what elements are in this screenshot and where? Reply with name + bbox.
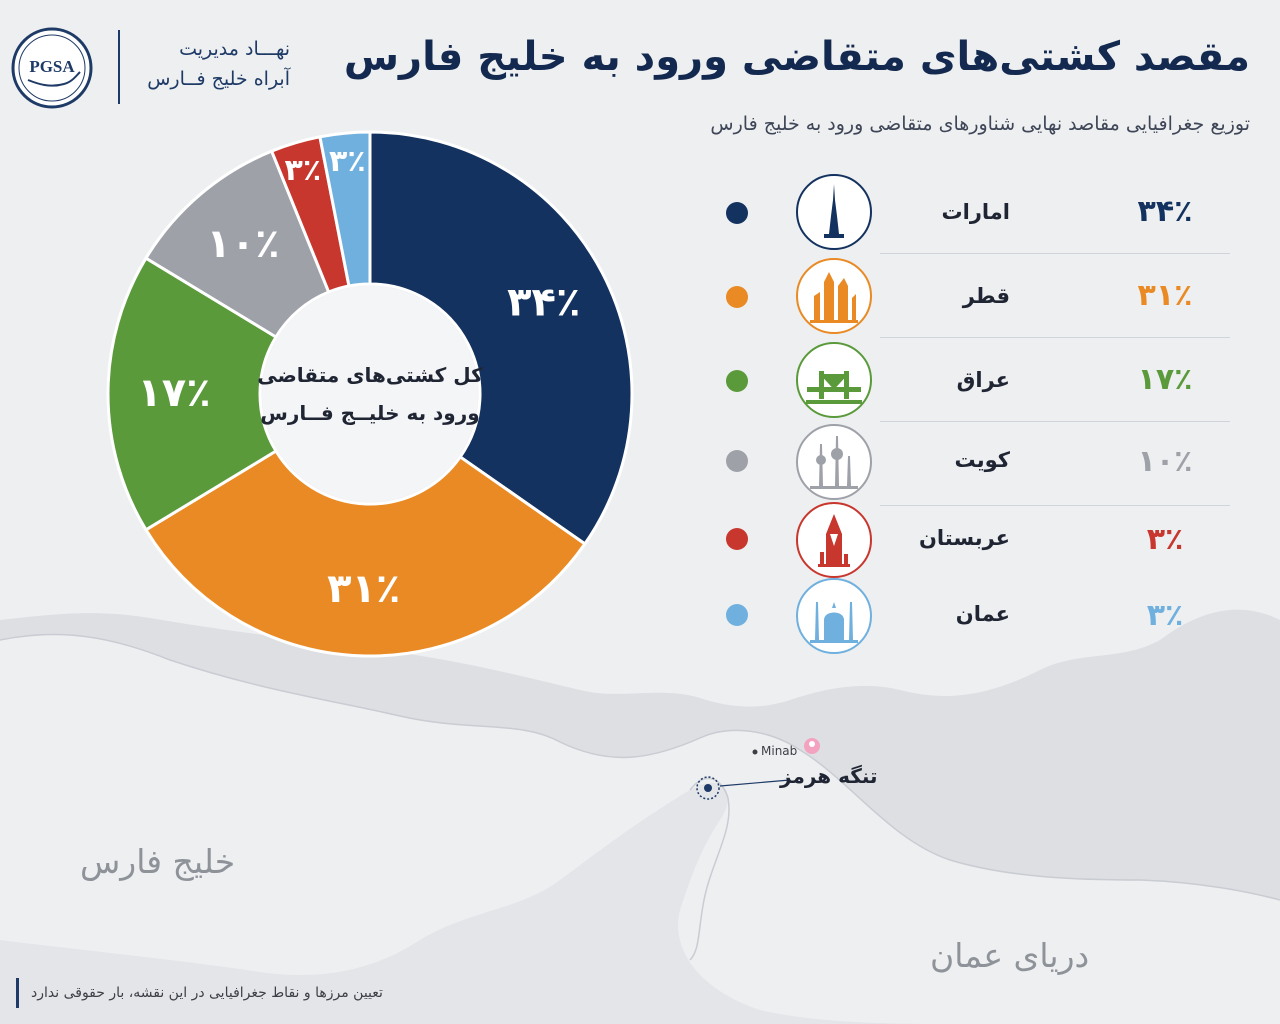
donut-slice-label-4: ۳٪ — [285, 153, 322, 188]
legend-divider — [880, 421, 1230, 422]
donut-slice-1 — [143, 448, 587, 658]
persian-gulf-label: خلیج فارس — [80, 842, 236, 881]
org-logo-block: PGSA نهـــاد مدیریت آبراه خلیج فــارس — [10, 24, 300, 114]
page-title: مقصد کشتی‌های متقاضی ورود به خلیج فارس — [343, 34, 1250, 80]
donut-center-label-line2: ورود به خلیــج فــارس — [260, 401, 479, 425]
map-disclaimer: تعیین مرزها و نقاط جغرافیایی در این نقشه… — [16, 978, 383, 1008]
legend-dot — [726, 450, 748, 472]
legend-row-uae: امارات ۳۴٪ — [720, 172, 1230, 254]
donut-slice-label-5: ۳٪ — [329, 144, 366, 179]
org-name-line2: آبراه خلیج فــارس — [147, 68, 290, 90]
legend-dot — [726, 370, 748, 392]
logo-abbr: PGSA — [29, 57, 75, 76]
logo-divider — [118, 30, 120, 104]
legend-label: عراق — [956, 368, 1010, 392]
donut-chart: ۳۴٪۳۱٪۱۷٪۱۰٪۳٪ ۳٪ کل کشتی‌های متقاضی ورود… — [106, 130, 634, 658]
legend-row-oman: عمان ۳٪ — [720, 578, 1230, 660]
donut-slice-label-0: ۳۴٪ — [507, 279, 580, 325]
legend-label: کویت — [954, 448, 1011, 472]
tower-icon — [796, 174, 872, 250]
legend-value: ۳۱٪ — [1137, 278, 1193, 313]
skyline-icon — [796, 258, 872, 334]
coastline — [0, 633, 1280, 901]
donut-center-label-line1: کل کشتی‌های متقاضی — [257, 363, 483, 387]
legend-divider — [880, 337, 1230, 338]
donut-slice-label-2: ۱۷٪ — [137, 370, 210, 416]
legend-label: قطر — [962, 284, 1010, 308]
legend-dot — [726, 202, 748, 224]
strait-marker-ring — [696, 776, 720, 800]
legend-value: ۳٪ — [1146, 598, 1184, 633]
minab-label: Minab — [761, 744, 798, 758]
org-name-line1: نهـــاد مدیریت — [179, 38, 290, 60]
legend-row-iraq: عراق ۱۷٪ — [720, 340, 1230, 422]
legend-divider — [880, 505, 1230, 506]
sea-of-oman-label: دریای عمان — [930, 936, 1090, 975]
legend-label: عربستان — [918, 526, 1010, 550]
donut-slice-label-1: ۳۱٪ — [327, 566, 400, 612]
legend-row-saudi: عربستان ۳٪ — [720, 502, 1230, 584]
pgsa-logo-icon: PGSA — [11, 27, 93, 109]
bridge-icon — [796, 342, 872, 418]
legend-value: ۱۷٪ — [1137, 362, 1193, 397]
kingdom-tower-icon — [796, 502, 872, 578]
strait-leader-line — [719, 779, 791, 787]
legend-dot — [726, 286, 748, 308]
strait-marker-dot — [704, 784, 712, 792]
legend-dot — [726, 528, 748, 550]
legend-divider — [880, 253, 1230, 254]
legend-value: ۳٪ — [1146, 522, 1184, 557]
legend-row-kuwait: کویت ۱۰٪ — [720, 424, 1230, 506]
donut-slice-label-3: ۱۰٪ — [206, 221, 279, 267]
mosque-icon — [796, 578, 872, 654]
donut-slice-0 — [368, 130, 634, 546]
arabian-peninsula — [0, 782, 960, 1024]
donut-hole — [262, 286, 478, 502]
legend-value: ۱۰٪ — [1137, 444, 1193, 479]
donut-slice-2 — [106, 256, 278, 532]
legend-row-qatar: قطر ۳۱٪ — [720, 256, 1230, 338]
legend-value: ۳۴٪ — [1137, 194, 1193, 229]
kuwait-towers-icon — [796, 424, 872, 500]
minab-dot — [752, 749, 758, 755]
location-pin-icon — [804, 738, 820, 754]
page-subtitle: توزیع جغرافیایی مقاصد نهایی شناورهای متق… — [710, 113, 1250, 135]
musandam-peninsula — [689, 777, 730, 961]
legend-label: عمان — [955, 602, 1010, 626]
strait-of-hormuz-label: تنگه هرمز — [780, 764, 878, 788]
land-mass — [0, 609, 1280, 900]
legend-dot — [726, 604, 748, 626]
donut-slice-5 — [318, 130, 372, 288]
legend-label: امارات — [941, 200, 1010, 224]
